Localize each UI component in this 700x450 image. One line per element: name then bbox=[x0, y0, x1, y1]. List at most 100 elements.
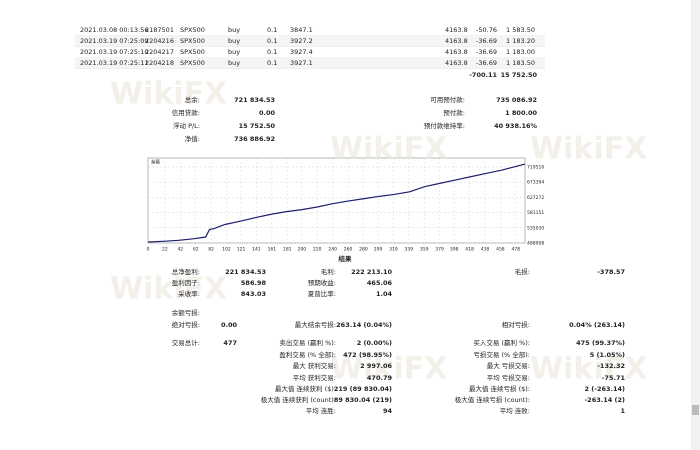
x-tick-label: 379 bbox=[435, 247, 444, 253]
scrollbar[interactable] bbox=[691, 0, 700, 450]
result-value: 221 834.53 bbox=[225, 268, 266, 276]
results-title: 结果 bbox=[339, 254, 353, 263]
trade-cell: 2204216 bbox=[145, 37, 174, 45]
y-tick-label: 581151 bbox=[527, 210, 544, 216]
trade-cell: SPX500 bbox=[180, 26, 205, 34]
watermark: WikiFX bbox=[530, 132, 647, 167]
x-tick-label: 260 bbox=[344, 247, 353, 253]
chart-title: 余额 bbox=[151, 159, 160, 166]
summary-value: 15 752.50 bbox=[239, 122, 276, 130]
trade-cell: 2204217 bbox=[145, 48, 174, 56]
trade-cell: buy bbox=[228, 26, 240, 34]
result-value: -263.14 (2) bbox=[584, 396, 625, 404]
result-label: 相对亏损: bbox=[502, 320, 530, 329]
summary-value: 40 938.16% bbox=[494, 122, 537, 130]
summary-value: 736 886.92 bbox=[234, 135, 275, 143]
trade-cell: 0.1 bbox=[267, 37, 277, 45]
x-tick-label: 339 bbox=[405, 247, 414, 253]
result-value: 94 bbox=[383, 407, 393, 415]
trade-cell: 2021.03.19 07:25:10 bbox=[80, 48, 148, 56]
x-tick-label: 42 bbox=[177, 247, 183, 253]
watermark: WikiFX bbox=[530, 352, 647, 387]
x-tick-label: 0 bbox=[147, 247, 150, 253]
x-tick-label: 62 bbox=[193, 247, 199, 253]
trade-cell: 2187501 bbox=[145, 26, 174, 34]
row-shade bbox=[75, 35, 545, 47]
result-label: 绝对亏损: bbox=[172, 320, 200, 329]
summary-label: 总余: bbox=[185, 95, 200, 104]
result-label: 余额亏损: bbox=[172, 308, 200, 317]
result-value: 5 (1.05%) bbox=[590, 351, 625, 359]
x-tick-label: 121 bbox=[237, 247, 246, 253]
watermark: WikiFX bbox=[330, 132, 447, 167]
trade-cell: 1 583.50 bbox=[506, 26, 535, 34]
trade-cell: 2021.03.08 00:13:56 bbox=[80, 26, 148, 34]
summary-label: 浮动 P/L: bbox=[173, 121, 200, 130]
trade-cell: 4163.8 bbox=[445, 48, 468, 56]
x-tick-label: 299 bbox=[374, 247, 383, 253]
result-label: 极大值 连续获利 (count): bbox=[261, 395, 336, 404]
result-value: 475 (99.37%) bbox=[576, 339, 625, 347]
trade-cell: SPX500 bbox=[180, 48, 205, 56]
watermark: WikiFX bbox=[330, 352, 447, 387]
result-value: 472 (98.95%) bbox=[343, 351, 392, 359]
x-tick-label: 478 bbox=[511, 247, 520, 253]
trade-cell: 4163.8 bbox=[445, 37, 468, 45]
trade-cell: SPX500 bbox=[180, 59, 205, 67]
result-value: 465.06 bbox=[367, 279, 393, 287]
result-value: 1.04 bbox=[376, 290, 393, 298]
result-value: 1 bbox=[620, 407, 625, 415]
trade-cell: 3847.1 bbox=[290, 26, 313, 34]
result-label: 盈利因子: bbox=[172, 278, 200, 287]
y-tick-label: 535030 bbox=[527, 225, 544, 231]
summary-label: 信用贷款: bbox=[172, 108, 200, 117]
result-label: 采收率: bbox=[178, 289, 200, 298]
trade-cell: 1 183.20 bbox=[506, 37, 535, 45]
x-tick-label: 102 bbox=[222, 247, 231, 253]
trade-cell: -36.69 bbox=[476, 37, 497, 45]
x-tick-label: 398 bbox=[450, 247, 459, 253]
y-tick-label: 719516 bbox=[527, 164, 544, 170]
result-value: 2 997.06 bbox=[360, 362, 392, 370]
result-label: 盈利交易 (% 全部): bbox=[279, 350, 336, 359]
result-value: -378.57 bbox=[597, 268, 625, 276]
result-label: 毛利: bbox=[321, 267, 336, 276]
balance-line bbox=[147, 163, 526, 243]
result-value: 470.79 bbox=[367, 374, 393, 382]
trade-cell: 0.1 bbox=[267, 59, 277, 67]
result-label: 极大值 连续亏损 (count): bbox=[455, 395, 530, 404]
result-label: 亏损交易 (% 全部): bbox=[473, 350, 530, 359]
summary-label: 净值: bbox=[185, 134, 200, 143]
chart-frame bbox=[147, 157, 526, 244]
result-value: 89 830.04 (219) bbox=[334, 396, 392, 404]
watermark: WikiFX bbox=[110, 77, 227, 112]
result-label: 平均 连胜: bbox=[306, 406, 336, 415]
result-value: 477 bbox=[223, 339, 237, 347]
x-tick-label: 319 bbox=[389, 247, 398, 253]
summary-value: 0.00 bbox=[259, 109, 276, 117]
summary-label: 可用预付款: bbox=[430, 95, 465, 104]
watermark: WikiFX bbox=[110, 272, 227, 307]
trade-cell: buy bbox=[228, 48, 240, 56]
x-tick-label: 458 bbox=[496, 247, 505, 253]
x-tick-label: 22 bbox=[162, 247, 168, 253]
result-label: 最大结余亏损: bbox=[295, 320, 336, 329]
row-shade bbox=[75, 57, 545, 69]
summary-value: 1 800.00 bbox=[505, 109, 537, 117]
result-label: 总净盈利: bbox=[172, 267, 200, 276]
x-tick-label: 220 bbox=[313, 247, 322, 253]
trade-cell: SPX500 bbox=[180, 37, 205, 45]
x-tick-label: 161 bbox=[268, 247, 277, 253]
x-tick-label: 200 bbox=[298, 247, 307, 253]
result-label: 平均 连败: bbox=[500, 406, 530, 415]
x-tick-label: 438 bbox=[481, 247, 490, 253]
x-tick-label: 280 bbox=[359, 247, 368, 253]
summary-value: 721 834.53 bbox=[234, 96, 275, 104]
result-label: 买入交易 (赢利 %): bbox=[473, 338, 530, 347]
summary-value: 735 086.92 bbox=[496, 96, 537, 104]
result-value: 263.14 (0.04%) bbox=[336, 321, 392, 329]
scroll-thumb[interactable] bbox=[692, 405, 699, 415]
trade-cell: 3927.1 bbox=[290, 59, 313, 67]
trade-cell: -36.69 bbox=[476, 59, 497, 67]
trade-cell: 0.1 bbox=[267, 48, 277, 56]
